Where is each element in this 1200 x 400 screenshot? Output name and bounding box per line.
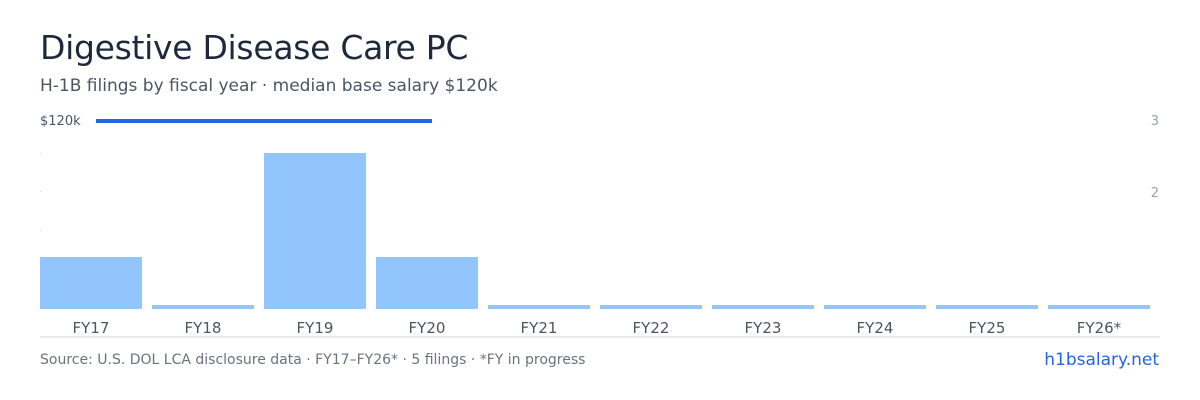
bar-fy26 bbox=[1048, 305, 1150, 309]
chart-title: Digestive Disease Care PC bbox=[40, 28, 469, 67]
bar-fy20 bbox=[376, 257, 478, 309]
axis-dot-1 bbox=[40, 191, 41, 192]
x-tick-label: FY21 bbox=[521, 319, 558, 337]
bar-fy17 bbox=[40, 257, 142, 309]
bar-fy25 bbox=[936, 305, 1038, 309]
x-tick-label: FY24 bbox=[857, 319, 894, 337]
right-tick-3: 3 bbox=[1151, 114, 1159, 129]
brand-link[interactable]: h1bsalary.net bbox=[1044, 350, 1159, 370]
x-tick-label: FY17 bbox=[73, 319, 110, 337]
source-note: Source: U.S. DOL LCA disclosure data · F… bbox=[40, 352, 586, 368]
bar-fy18 bbox=[152, 305, 254, 309]
x-tick-label: FY25 bbox=[969, 319, 1006, 337]
x-tick-label: FY23 bbox=[745, 319, 782, 337]
x-tick-label: FY18 bbox=[185, 319, 222, 337]
axis-dot-0 bbox=[40, 153, 41, 154]
bar-fy23 bbox=[712, 305, 814, 309]
x-tick-label: FY22 bbox=[633, 319, 670, 337]
salary-label: $120k bbox=[40, 114, 81, 129]
x-tick-label: FY20 bbox=[409, 319, 446, 337]
axis-dot-2 bbox=[40, 230, 41, 231]
right-tick-2: 2 bbox=[1151, 186, 1159, 201]
chart-subtitle: H-1B filings by fiscal year · median bas… bbox=[40, 76, 498, 96]
bar-fy24 bbox=[824, 305, 926, 309]
x-tick-label: FY19 bbox=[297, 319, 334, 337]
bar-fy22 bbox=[600, 305, 702, 309]
bar-fy21 bbox=[488, 305, 590, 309]
x-tick-label: FY26* bbox=[1077, 319, 1122, 337]
bar-fy19 bbox=[264, 153, 366, 309]
